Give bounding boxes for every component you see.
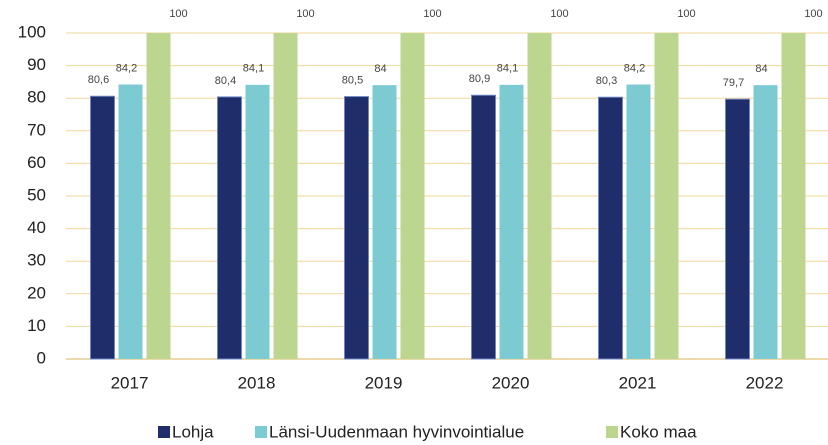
bar	[146, 33, 171, 359]
bar	[781, 33, 806, 359]
value-label: 84,2	[624, 62, 645, 74]
legend-label: Lohja	[172, 422, 214, 441]
y-tick-label: 40	[27, 218, 46, 237]
y-tick-label: 0	[37, 348, 46, 367]
y-tick-label: 80	[27, 88, 46, 107]
bar	[372, 85, 397, 359]
value-label: 80,4	[215, 75, 236, 87]
value-label: 80,6	[88, 74, 109, 86]
value-label: 100	[423, 8, 441, 20]
x-tick-label: 2020	[492, 373, 530, 392]
bar	[654, 33, 679, 359]
bar	[499, 84, 524, 360]
value-label: 79,7	[723, 77, 744, 89]
y-tick-label: 50	[27, 185, 46, 204]
y-tick-label: 30	[27, 251, 46, 270]
bar	[598, 96, 623, 360]
value-label: 80,9	[469, 73, 490, 85]
x-tick-label: 2017	[111, 373, 149, 392]
bar	[90, 95, 115, 360]
y-tick-label: 90	[27, 55, 46, 74]
bar	[245, 84, 270, 360]
bar	[344, 96, 369, 360]
value-label: 84	[374, 63, 386, 75]
y-tick-label: 10	[27, 316, 46, 335]
bar	[626, 84, 651, 360]
bar	[118, 84, 143, 360]
value-label: 100	[550, 8, 568, 20]
value-label: 84,1	[497, 63, 518, 75]
value-label: 100	[296, 8, 314, 20]
x-tick-label: 2019	[365, 373, 403, 392]
bar	[725, 98, 750, 360]
value-label: 100	[804, 8, 822, 20]
value-label: 84	[755, 63, 767, 75]
legend-swatch	[255, 426, 267, 438]
value-label: 84,1	[243, 63, 264, 75]
bar	[400, 33, 425, 359]
value-label: 100	[169, 8, 187, 20]
legend-label: Länsi-Uudenmaan hyvinvointialue	[269, 422, 524, 441]
bar	[527, 33, 552, 359]
bar	[217, 96, 242, 360]
y-tick-label: 70	[27, 120, 46, 139]
legend-swatch	[606, 426, 618, 438]
legend-swatch	[158, 426, 170, 438]
value-label: 84,2	[116, 62, 137, 74]
bar	[753, 85, 778, 359]
value-label: 100	[677, 8, 695, 20]
x-tick-label: 2021	[619, 373, 657, 392]
y-tick-label: 100	[18, 22, 46, 41]
value-label: 80,5	[342, 74, 363, 86]
value-label: 80,3	[596, 75, 617, 87]
y-tick-label: 60	[27, 153, 46, 172]
y-tick-label: 20	[27, 283, 46, 302]
x-tick-label: 2022	[746, 373, 784, 392]
legend-label: Koko maa	[620, 422, 697, 441]
bar	[471, 94, 496, 360]
x-tick-label: 2018	[238, 373, 276, 392]
bar	[273, 33, 298, 359]
